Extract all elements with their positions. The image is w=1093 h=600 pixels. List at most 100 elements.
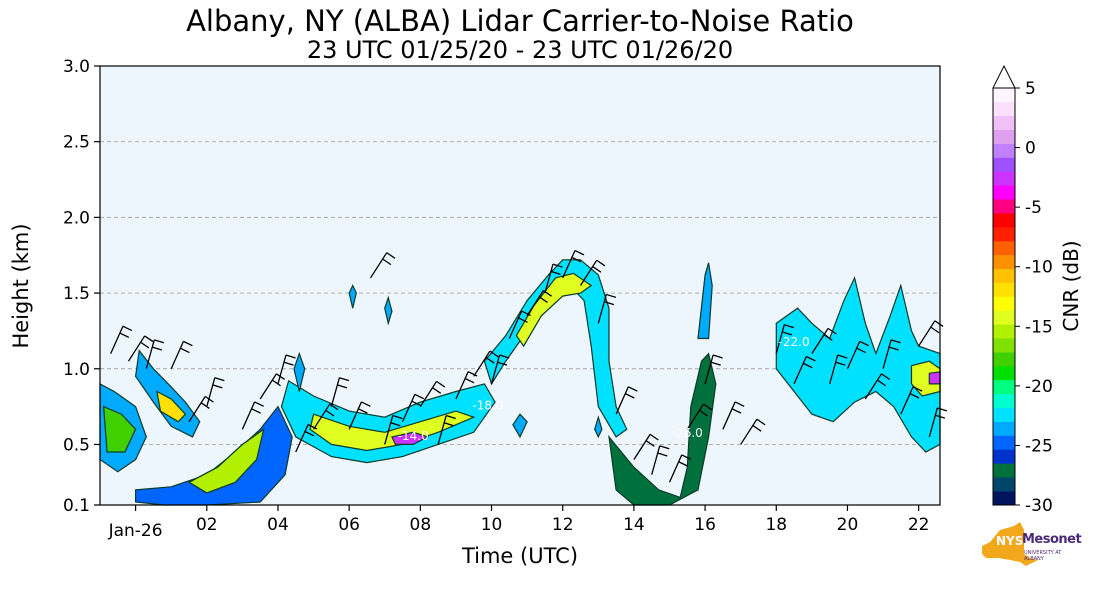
wind-barb-flag bbox=[304, 430, 315, 437]
wind-barb-flag bbox=[200, 402, 210, 409]
wind-barb-flag bbox=[574, 249, 585, 256]
wind-barb-flag bbox=[877, 379, 887, 387]
wind-barb-flag bbox=[930, 326, 940, 334]
wind-barb-staff bbox=[110, 325, 124, 354]
new-york-state-icon bbox=[982, 522, 1038, 566]
wind-barb-staff bbox=[330, 377, 341, 407]
wind-barb-flag bbox=[823, 334, 833, 341]
contour-label: -14.0 bbox=[398, 429, 429, 443]
wind-barb-staff bbox=[277, 354, 287, 385]
wind-barb-staff bbox=[829, 354, 839, 385]
wind-barb-flag bbox=[596, 259, 606, 267]
wind-barb-staff bbox=[597, 294, 607, 324]
wind-barb-flag bbox=[154, 339, 165, 344]
wind-barb-staff bbox=[369, 252, 388, 279]
contour-label: -22.0 bbox=[779, 335, 810, 349]
colorbar-segment bbox=[993, 449, 1015, 464]
colorbar: 5 0 -5 -10 -15 -20 -25 -30 bbox=[992, 64, 1053, 516]
x-tick-label: Jan-26 bbox=[108, 521, 163, 541]
wind-barb-flag bbox=[888, 346, 899, 351]
wind-barb-flag bbox=[657, 452, 668, 457]
wind-barb-staff bbox=[455, 371, 469, 400]
colorbar-segment bbox=[993, 477, 1015, 492]
wind-barb-staff bbox=[259, 373, 277, 400]
y-axis-label: Height (km) bbox=[9, 223, 33, 348]
logo-nys-text: NYS bbox=[996, 534, 1024, 548]
wind-barb-flag bbox=[782, 331, 793, 336]
wind-barb-staff bbox=[437, 415, 447, 445]
wind-barb-staff bbox=[704, 354, 714, 385]
cnr-region bbox=[187, 427, 265, 494]
wind-barb-flag bbox=[827, 327, 837, 335]
wind-barb bbox=[633, 433, 659, 460]
x-tick-label: 18 bbox=[765, 515, 787, 535]
colorbar-segment bbox=[993, 268, 1015, 283]
wind-barb-staff bbox=[651, 445, 661, 475]
colorbar-segment bbox=[993, 129, 1015, 144]
wind-barb bbox=[348, 401, 371, 430]
wind-barb bbox=[330, 377, 350, 407]
wind-barb-flag bbox=[212, 384, 223, 389]
wind-barb bbox=[145, 339, 165, 369]
colorbar-segment bbox=[993, 171, 1015, 186]
wind-barb-flag bbox=[390, 422, 401, 427]
wind-barb bbox=[401, 393, 425, 423]
wind-barb bbox=[651, 445, 670, 475]
x-tick-label: 04 bbox=[267, 515, 289, 535]
wind-barb-flag bbox=[734, 401, 745, 407]
wind-barb-flag bbox=[659, 445, 670, 450]
wind-barb-flag bbox=[937, 407, 948, 412]
wind-barb-flag bbox=[445, 414, 456, 420]
colorbar-segment bbox=[993, 157, 1015, 172]
wind-barb bbox=[437, 414, 456, 445]
contour-label: -18.0 bbox=[472, 399, 503, 413]
wind-barb-flag bbox=[392, 414, 403, 420]
y-tick-label: 1.5 bbox=[63, 284, 90, 304]
contour-label: -26.0 bbox=[672, 426, 703, 440]
wind-barb-flag bbox=[251, 408, 261, 414]
wind-barb bbox=[882, 339, 901, 369]
wind-barbs bbox=[110, 249, 948, 483]
wind-barb-flag bbox=[325, 409, 335, 417]
y-tick-label: 2.0 bbox=[63, 208, 90, 228]
wind-barb bbox=[775, 324, 795, 354]
wind-barb-staff bbox=[615, 386, 629, 415]
cnr-region bbox=[512, 413, 528, 439]
wind-barb bbox=[579, 259, 606, 286]
wind-barb-staff bbox=[846, 341, 861, 370]
wind-barb-flag bbox=[835, 361, 846, 366]
x-tick-label: 22 bbox=[908, 515, 930, 535]
colorbar-segment bbox=[993, 338, 1015, 353]
wind-barb-flag bbox=[645, 440, 655, 447]
wind-barb-flag bbox=[283, 361, 294, 366]
cnr-region bbox=[384, 295, 393, 326]
wind-barb bbox=[722, 401, 745, 430]
wind-barb bbox=[127, 335, 154, 362]
wind-barb-staff bbox=[562, 250, 576, 279]
wind-barb-staff bbox=[928, 407, 938, 438]
wind-barb-staff bbox=[188, 396, 206, 423]
colorbar-label: CNR (dB) bbox=[1059, 240, 1083, 331]
wind-barb-staff bbox=[900, 386, 914, 415]
colorbar-segment bbox=[993, 435, 1015, 450]
colorbar-segment bbox=[993, 463, 1015, 478]
wind-barb bbox=[846, 340, 869, 370]
wind-barb-flag bbox=[436, 380, 446, 388]
wind-barb bbox=[704, 354, 723, 385]
y-tick-label: 0.5 bbox=[63, 435, 90, 455]
wind-barb-flag bbox=[339, 377, 350, 382]
wind-barb bbox=[473, 350, 499, 377]
x-tick-label: 14 bbox=[623, 515, 645, 535]
wind-barb bbox=[615, 386, 638, 415]
wind-barb-flag bbox=[625, 393, 635, 399]
wind-barb-staff bbox=[579, 259, 598, 286]
cnr-region bbox=[391, 431, 430, 445]
cnr-region bbox=[775, 276, 941, 453]
colorbar-tick-label: -5 bbox=[1025, 198, 1042, 218]
wind-barb-flag bbox=[271, 379, 281, 387]
wind-barb bbox=[490, 354, 510, 385]
wind-barb bbox=[544, 263, 563, 294]
wind-barb-flag bbox=[518, 317, 528, 323]
wind-barb-staff bbox=[206, 377, 216, 407]
